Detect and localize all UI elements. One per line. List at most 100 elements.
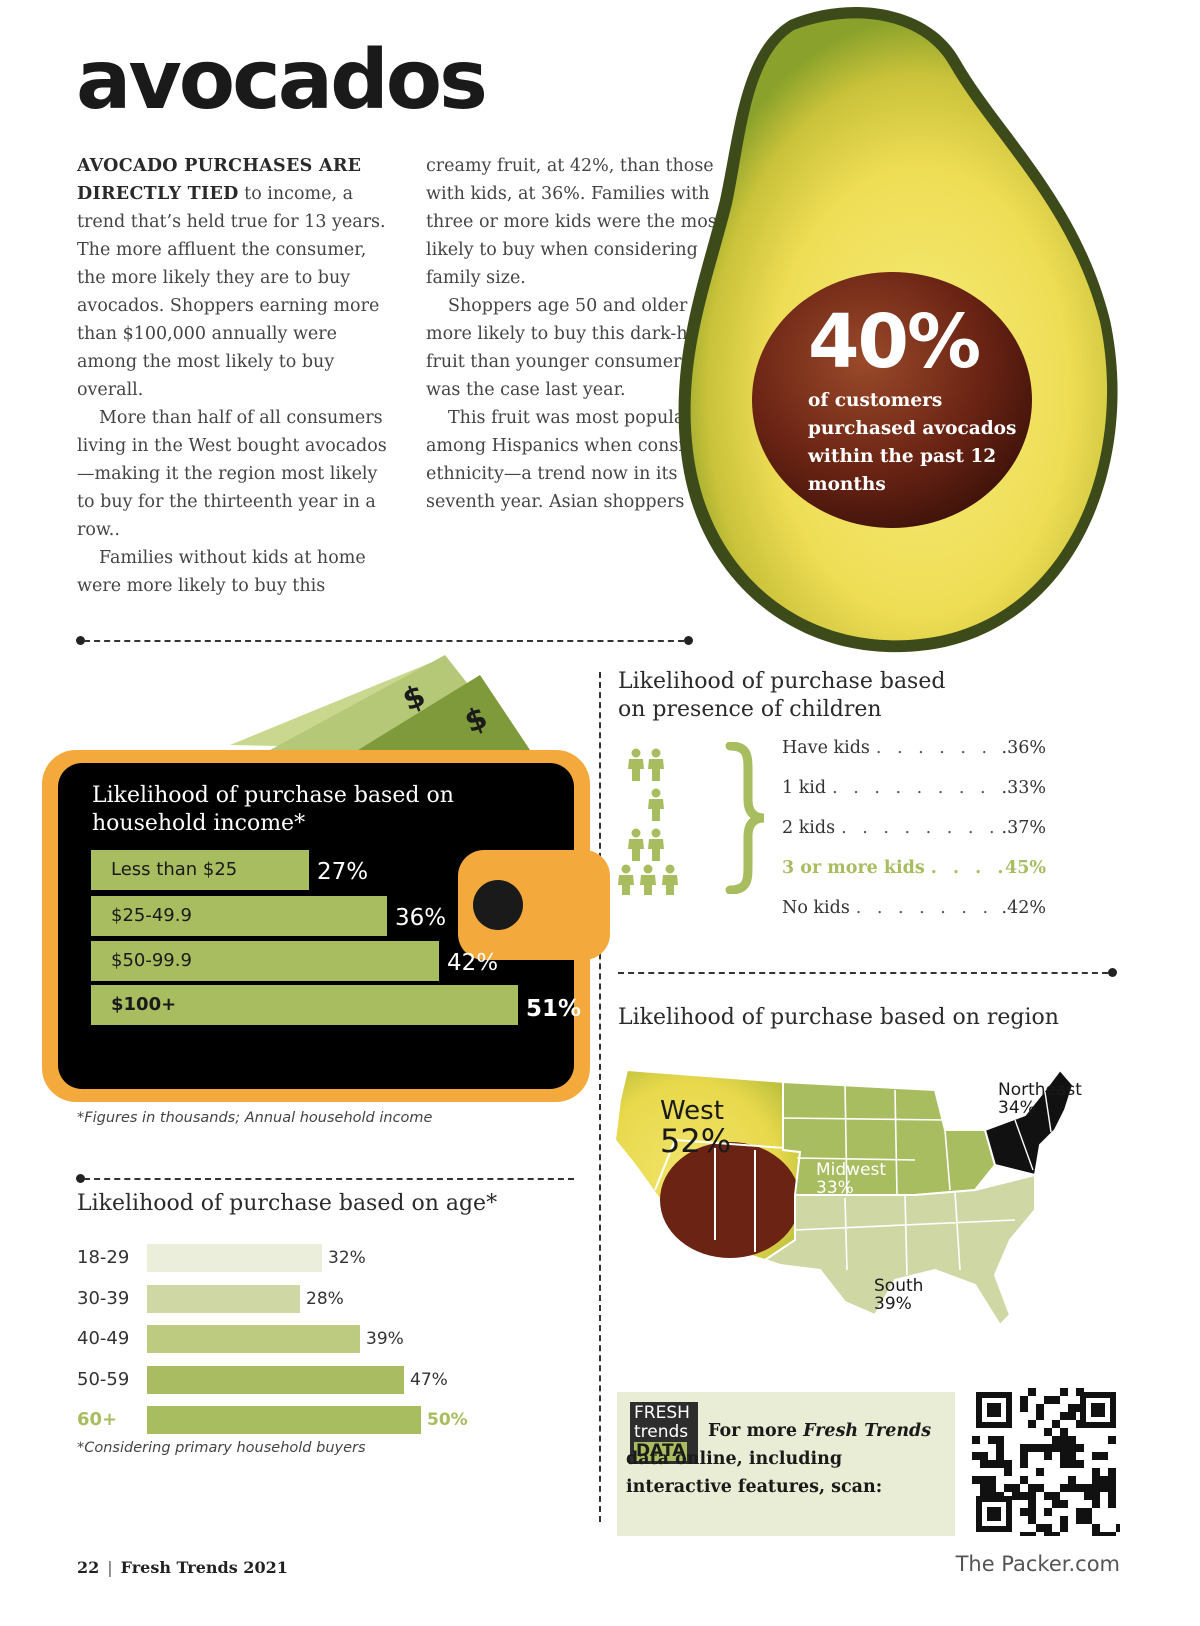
children-row-label: 2 kids (782, 818, 836, 838)
page-number: 22 (77, 1558, 100, 1577)
headline-stat-text: of customers purchased avocados within t… (808, 390, 1017, 495)
income-bar-label: $25-49.9 (111, 905, 192, 926)
divider-line (84, 1178, 574, 1180)
age-bar-value: 32% (328, 1248, 366, 1268)
income-bar-value: 27% (317, 859, 369, 885)
children-row-value: .36% (1001, 738, 1046, 758)
children-row: 3 or more kids. . . . . . . . . . . . . … (782, 855, 1046, 881)
region-value: 34% (998, 1097, 1036, 1118)
divider-line (84, 640, 684, 642)
age-bar (147, 1285, 300, 1313)
age-row-label: 60+ (77, 1409, 118, 1430)
region-name: West (660, 1096, 724, 1126)
leader-dots: . . . . . . . . . . . . . . . . . . . . … (832, 778, 1001, 798)
age-section-title: Likelihood of purchase based on age* (77, 1191, 498, 1216)
article-lead: Avocado purchases are directly tied (77, 156, 362, 204)
divider-line (618, 972, 1108, 974)
article-paragraph: Families without kids at home were more … (77, 548, 366, 596)
family-icon (618, 748, 678, 895)
children-row-value: .42% (1001, 898, 1046, 918)
divider-dot (76, 636, 85, 645)
age-row-label: 40-49 (77, 1328, 130, 1349)
region-label-south: South 39% (874, 1276, 924, 1314)
age-bar-value: 47% (410, 1370, 448, 1390)
region-value: 52% (660, 1122, 732, 1161)
age-bar (147, 1366, 404, 1394)
logo-text: trends (634, 1422, 689, 1442)
children-row-value: .37% (1001, 818, 1046, 838)
region-name: Midwest (816, 1160, 887, 1180)
brace-icon (725, 742, 765, 894)
children-row-label: 1 kid (782, 778, 827, 798)
region-value: 33% (816, 1177, 854, 1198)
promo-text-part: For more (708, 1421, 804, 1441)
children-row: 1 kid. . . . . . . . . . . . . . . . . .… (782, 775, 1046, 801)
children-row: Have kids. . . . . . . . . . . . . . . .… (782, 735, 1046, 761)
vertical-divider (599, 672, 601, 1522)
promo-text-emphasis: Fresh Trends (803, 1421, 932, 1441)
leader-dots: . . . . . . . . . . . . . . . . . . . . … (841, 818, 1001, 838)
wallet-button (473, 880, 523, 930)
region-label-northeast: Northeast 34% (998, 1080, 1082, 1118)
leader-dots: . . . . . . . . . . . . . . . . . . . . … (855, 898, 1002, 918)
age-footnote: *Considering primary household buyers (77, 1440, 366, 1456)
age-bar-value: 39% (366, 1329, 404, 1349)
divider-dot (684, 636, 693, 645)
income-bar (91, 941, 439, 981)
headline-stat-value: 40% (808, 299, 981, 385)
region-name: South (874, 1276, 924, 1296)
qr-code[interactable] (972, 1388, 1120, 1536)
footer-site: The Packer.com (955, 1552, 1120, 1576)
income-bar-value: 36% (395, 905, 447, 931)
fresh-trends-logo: FRESH trends DATA (630, 1402, 698, 1464)
article-paragraph: Avocado purchases are directly tied to i… (77, 152, 397, 404)
children-row-label: No kids (782, 898, 850, 918)
article-column-2: creamy fruit, at 42%, than those with ki… (426, 152, 746, 516)
divider-dot (1108, 968, 1117, 977)
income-bar (91, 896, 387, 936)
age-row-label: 30-39 (77, 1288, 130, 1309)
article-text: to income, a trend that’s held true for … (77, 184, 386, 400)
age-row-label: 50-59 (77, 1369, 130, 1390)
headline-stat: 40% of customers purchased avocados with… (808, 305, 1018, 499)
age-row-label: 18-29 (77, 1247, 130, 1268)
children-section-title: Likelihood of purchase based on presence… (618, 669, 946, 722)
children-row-label: Have kids (782, 738, 870, 758)
article-paragraph: Shoppers age 50 and older were more like… (426, 296, 737, 400)
income-bar (91, 850, 309, 890)
children-row-value: .33% (1001, 778, 1046, 798)
leader-dots: . . . . . . . . . . . . . . . . . . . . … (875, 738, 1002, 758)
age-bar (147, 1406, 421, 1434)
age-bar (147, 1325, 360, 1353)
children-row-value: 45% (1005, 858, 1046, 878)
region-section-title: Likelihood of purchase based on region (618, 1005, 1059, 1030)
promo-text: For more Fresh Trends data online, inclu… (626, 1417, 946, 1501)
income-bar (91, 985, 518, 1025)
age-bar-value: 50% (427, 1410, 468, 1430)
children-row: 2 kids. . . . . . . . . . . . . . . . . … (782, 815, 1046, 841)
logo-text: DATA (634, 1441, 688, 1461)
income-bar-label: Less than $25 (111, 859, 238, 880)
children-row-label: 3 or more kids (782, 858, 925, 878)
age-bar-value: 28% (306, 1289, 344, 1309)
page-title: avocados (76, 33, 488, 128)
article-paragraph: creamy fruit, at 42%, than those with ki… (426, 156, 724, 288)
region-name: Northeast (998, 1080, 1082, 1100)
region-label-midwest: Midwest 33% (816, 1160, 887, 1198)
article-paragraph: This fruit was most popular among Hispan… (426, 408, 742, 512)
divider-dot (76, 1174, 85, 1183)
avocado-illustration (678, 7, 1118, 653)
logo-text: FRESH (634, 1403, 690, 1423)
income-bar-value: 42% (447, 950, 499, 976)
footer-publication: 22 | Fresh Trends 2021 (77, 1558, 288, 1577)
promo-text-part: data online, including interactive featu… (626, 1449, 883, 1497)
money-bills-illustration: $ $ (230, 655, 530, 755)
us-region-map (615, 1070, 1075, 1327)
region-value: 39% (874, 1293, 912, 1314)
region-label-west: West 52% (660, 1096, 732, 1161)
income-footnote: *Figures in thousands; Annual household … (77, 1110, 433, 1126)
publication-name: Fresh Trends 2021 (120, 1558, 288, 1577)
article-column-1: Avocado purchases are directly tied to i… (77, 152, 397, 600)
income-bar-value: 51% (526, 996, 582, 1022)
article-paragraph: More than half of all consumers living i… (77, 408, 387, 540)
